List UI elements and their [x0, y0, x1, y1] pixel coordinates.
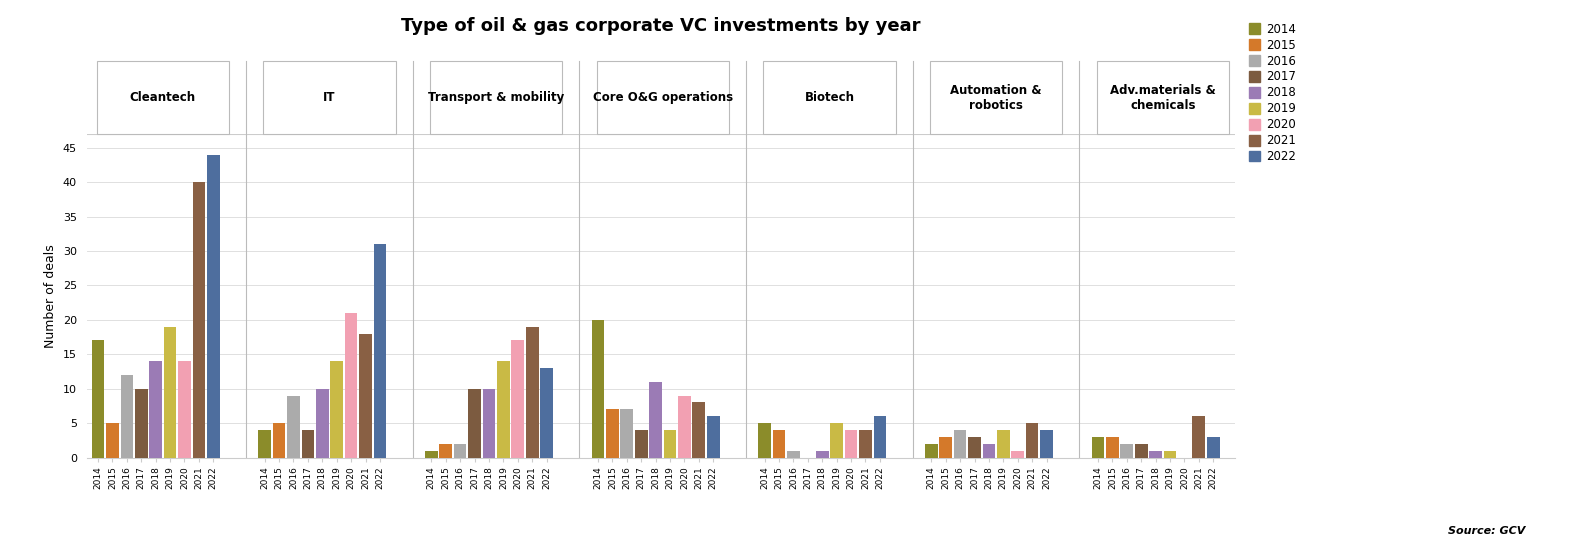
Bar — [105, 423, 120, 458]
Text: Biotech: Biotech — [804, 91, 854, 104]
Bar — [786, 451, 799, 458]
Bar — [1040, 430, 1052, 458]
Bar — [1206, 437, 1219, 458]
Bar — [91, 340, 104, 458]
Bar — [258, 430, 271, 458]
Bar — [208, 155, 220, 458]
Bar — [1106, 437, 1118, 458]
Text: IT: IT — [324, 91, 335, 104]
Bar — [439, 444, 451, 458]
Bar — [1092, 437, 1104, 458]
Legend: 2014, 2015, 2016, 2017, 2018, 2019, 2020, 2021, 2022: 2014, 2015, 2016, 2017, 2018, 2019, 2020… — [1249, 23, 1296, 163]
Bar — [316, 389, 329, 458]
Bar — [135, 389, 148, 458]
Text: Type of oil & gas corporate VC investments by year: Type of oil & gas corporate VC investmen… — [401, 17, 920, 35]
Bar — [1150, 451, 1162, 458]
Bar — [591, 320, 604, 458]
Bar — [606, 410, 618, 458]
Bar — [758, 423, 771, 458]
Bar — [192, 182, 204, 458]
Bar — [953, 430, 966, 458]
Bar — [344, 313, 357, 458]
Bar — [540, 368, 552, 458]
Bar — [925, 444, 938, 458]
Bar — [1134, 444, 1148, 458]
Bar — [635, 430, 648, 458]
Bar — [330, 361, 343, 458]
Bar — [497, 361, 510, 458]
Text: Core O&G operations: Core O&G operations — [593, 91, 733, 104]
Bar — [692, 402, 705, 458]
Bar — [178, 361, 190, 458]
Bar — [272, 423, 285, 458]
Bar — [983, 444, 996, 458]
Bar — [1120, 444, 1133, 458]
Bar — [706, 416, 719, 458]
Bar — [121, 375, 134, 458]
Bar — [149, 361, 162, 458]
Text: Automation &
robotics: Automation & robotics — [950, 84, 1041, 112]
Bar — [483, 389, 495, 458]
Bar — [620, 410, 634, 458]
Bar — [859, 430, 871, 458]
Bar — [511, 340, 524, 458]
Bar — [373, 244, 387, 458]
Bar — [525, 327, 538, 458]
Bar — [425, 451, 437, 458]
Bar — [302, 430, 315, 458]
Bar — [1192, 416, 1205, 458]
Bar — [1011, 451, 1024, 458]
Bar — [997, 430, 1010, 458]
Text: Source: GCV: Source: GCV — [1449, 526, 1526, 536]
Text: Cleantech: Cleantech — [131, 91, 197, 104]
Bar — [1026, 423, 1038, 458]
Bar — [969, 437, 982, 458]
Bar — [831, 423, 843, 458]
Bar — [772, 430, 785, 458]
Bar — [664, 430, 676, 458]
Bar — [650, 382, 662, 458]
Bar — [455, 444, 467, 458]
Bar — [816, 451, 829, 458]
Bar — [288, 396, 300, 458]
Bar — [164, 327, 176, 458]
Text: Transport & mobility: Transport & mobility — [428, 91, 565, 104]
Y-axis label: Number of deals: Number of deals — [44, 244, 57, 348]
Bar — [359, 334, 371, 458]
Text: Adv.materials &
chemicals: Adv.materials & chemicals — [1111, 84, 1216, 112]
Bar — [873, 416, 886, 458]
Bar — [939, 437, 952, 458]
Bar — [845, 430, 857, 458]
Bar — [469, 389, 481, 458]
Bar — [678, 396, 691, 458]
Bar — [1164, 451, 1177, 458]
